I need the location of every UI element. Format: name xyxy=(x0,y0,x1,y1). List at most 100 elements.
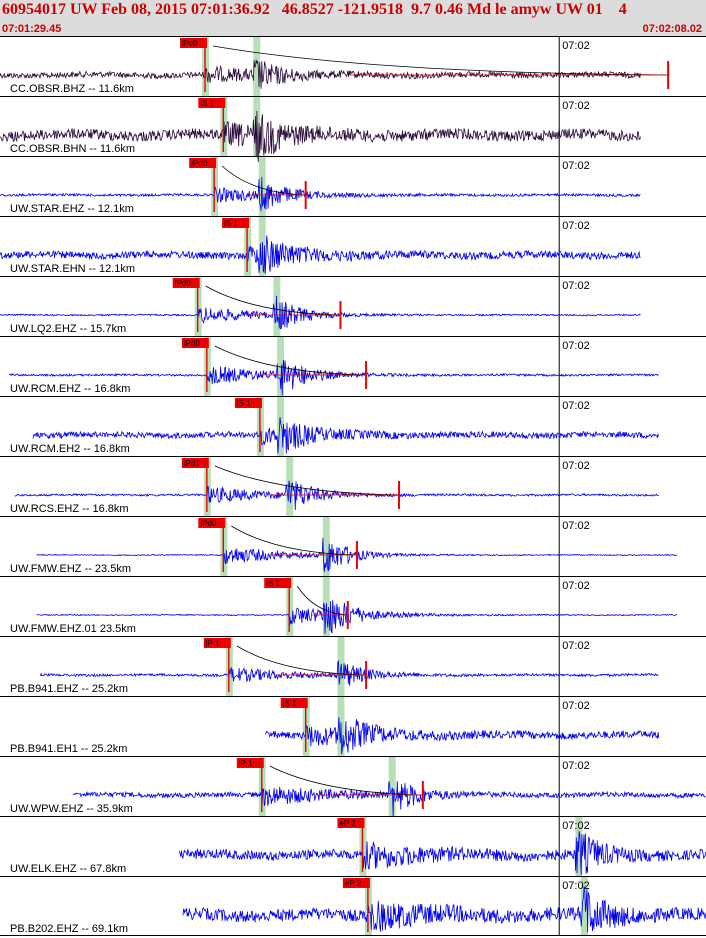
coda-curve xyxy=(296,585,348,616)
trace-panel: 07:02 PB.B202.EHZ -- 69.1km xyxy=(0,876,706,936)
trace-label: UW.RCS.EHZ -- 16.8km xyxy=(10,503,129,515)
seismogram-plot: 07:02 CC.OBSR.BHZ -- 11.6km 07:02 CC.OBSR.B… xyxy=(0,36,706,936)
minute-tick-label: 07:02 xyxy=(562,220,590,232)
coda-curve xyxy=(212,45,669,76)
pick-label-box xyxy=(189,158,217,168)
pick-label-box xyxy=(236,758,264,768)
pick-label-box xyxy=(342,878,370,888)
pick-bands xyxy=(194,36,588,936)
waveform xyxy=(0,295,641,330)
waveform xyxy=(179,831,706,875)
pick-label-box xyxy=(337,818,365,828)
pick-label: iPd1 xyxy=(184,459,201,468)
trace-panel: 07:02 PB.B941.EHZ -- 25.2km xyxy=(0,636,706,696)
minute-tick-label: 07:02 xyxy=(562,100,590,112)
pick-label: iPd0 xyxy=(175,279,192,288)
minute-tick-label: 07:02 xyxy=(562,460,590,472)
pick-label-box xyxy=(198,518,226,528)
pick-label-box xyxy=(222,218,250,228)
trace-panel: 07:02 UW.RCS.EHZ -- 16.8km xyxy=(0,456,706,516)
trace-panel: 07:02 UW.WPW.EHZ -- 35.9km xyxy=(0,756,706,817)
minute-tick-label: 07:02 xyxy=(562,280,590,292)
trace-panel: 07:02 UW.FMW.EHZ -- 23.5km xyxy=(0,516,706,576)
trace-label: PB.B941.EHZ -- 25.2km xyxy=(10,683,128,695)
trace-label: UW.LQ2.EHZ -- 15.7km xyxy=(10,323,126,335)
trace-label: PB.B941.EH1 -- 25.2km xyxy=(10,743,127,755)
event-title: 60954017 UW Feb 08, 2015 07:01:36.92 46.… xyxy=(2,1,627,18)
pick-label: iS 1 xyxy=(283,699,297,708)
minute-tick-label: 07:02 xyxy=(562,640,590,652)
trace-label: UW.RCM.EH2 -- 16.8km xyxy=(10,443,130,455)
pick-label: iS 1 xyxy=(200,99,214,108)
trace-label: CC.OBSR.BHZ -- 11.6km xyxy=(10,83,134,95)
pick-label-box xyxy=(280,698,308,708)
pick-label-box xyxy=(181,458,209,468)
trace-panel: 07:02 UW.STAR.EHN -- 12.1km xyxy=(0,216,706,276)
s-pick-band xyxy=(253,36,261,96)
trace-panel: 07:02 UW.RCM.EH2 -- 16.8km xyxy=(0,396,706,456)
pick-label: iPd0 xyxy=(184,339,201,348)
trace-label: UW.WPW.EHZ -- 35.9km xyxy=(10,803,133,815)
pick-label: iPc0 xyxy=(182,39,198,48)
pick-label: iPd0 xyxy=(200,519,217,528)
coda-curve xyxy=(214,465,400,496)
pick-label-box xyxy=(181,338,209,348)
waveform xyxy=(0,110,641,163)
trace-label: UW.FMW.EHZ.01 23.5km xyxy=(10,623,136,635)
header-bar: 60954017 UW Feb 08, 2015 07:01:36.92 46.… xyxy=(0,0,706,36)
minute-tick-label: 07:02 xyxy=(562,760,590,772)
pick-label: iPd0 xyxy=(191,159,208,168)
minute-tick-label: 07:02 xyxy=(562,880,590,892)
overlays: iPc0 iS 1 iPd0 iS 1 iPd0 iPd0 iS 1 iPd1 iPd0 iS 1… xyxy=(172,38,670,932)
trace-label: UW.STAR.EHN -- 12.1km xyxy=(10,263,135,275)
waveform xyxy=(0,176,641,212)
pick-label: iP 1 xyxy=(239,759,253,768)
waveform xyxy=(36,600,678,634)
minute-tick-label: 07:02 xyxy=(562,700,590,712)
minute-tick-label: 07:02 xyxy=(562,400,590,412)
waveform xyxy=(72,781,706,817)
minute-tick-label: 07:02 xyxy=(562,580,590,592)
trace-panel: 07:02 UW.STAR.EHZ -- 12.1km xyxy=(0,156,706,216)
traces: 07:02 CC.OBSR.BHZ -- 11.6km 07:02 CC.OBSR.B… xyxy=(0,36,706,936)
s-pick-band xyxy=(580,876,588,936)
trace-panel: 07:02 PB.B941.EH1 -- 25.2km xyxy=(0,696,706,756)
trace-panel: 07:02 UW.RCM.EHZ -- 16.8km xyxy=(0,336,706,396)
pick-label: eP 2 xyxy=(345,879,362,888)
end-time: 07:02:08.02 xyxy=(642,23,702,35)
waveform xyxy=(0,235,641,274)
waveform xyxy=(8,359,659,396)
pick-label-box xyxy=(180,38,208,48)
waveform xyxy=(182,886,706,933)
pick-label-box xyxy=(172,278,200,288)
trace-label: PB.B202.EHZ -- 69.1km xyxy=(10,923,128,935)
trace-panel: 07:02 UW.ELK.EHZ -- 67.8km xyxy=(0,816,706,876)
trace-label: CC.OBSR.BHN -- 11.6km xyxy=(10,143,135,155)
coda-curve xyxy=(205,285,341,316)
coda-curve xyxy=(221,165,306,196)
trace-panel: 07:02 CC.OBSR.BHN -- 11.6km xyxy=(0,96,706,163)
trace-label: UW.STAR.EHZ -- 12.1km xyxy=(10,203,134,215)
pick-label: iS 1 xyxy=(266,579,280,588)
waveform xyxy=(32,417,660,454)
trace-panel: 07:02 UW.FMW.EHZ.01 23.5km xyxy=(0,576,706,636)
pick-label-box xyxy=(203,638,231,648)
minute-tick-label: 07:02 xyxy=(562,820,590,832)
minute-tick-label: 07:02 xyxy=(562,160,590,172)
pick-label-box xyxy=(234,398,262,408)
pick-label: iS 1 xyxy=(224,219,238,228)
s-pick-band xyxy=(277,396,285,456)
waveform xyxy=(39,660,659,686)
minute-tick-label: 07:02 xyxy=(562,40,590,52)
start-time: 07:01:29.45 xyxy=(2,23,62,35)
coda-curve xyxy=(214,345,367,376)
minute-tick-label: 07:02 xyxy=(562,520,590,532)
coda-curve xyxy=(231,525,357,556)
pick-label: eP 2 xyxy=(339,819,356,828)
waveform xyxy=(265,717,660,755)
s-pick-band xyxy=(277,336,285,396)
pick-label-box xyxy=(198,98,226,108)
trace-label: UW.FMW.EHZ -- 23.5km xyxy=(10,563,131,575)
minute-tick-label: 07:02 xyxy=(562,340,590,352)
s-pick-band xyxy=(322,516,330,576)
